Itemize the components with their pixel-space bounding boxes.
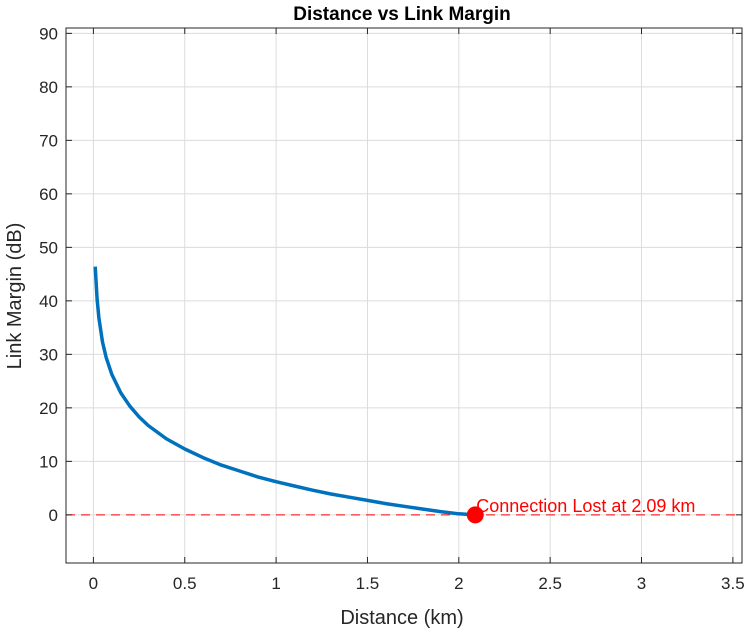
- y-tick-label: 90: [39, 24, 58, 43]
- x-tick-label: 1: [271, 574, 280, 593]
- y-axis-ticks: 0 10 20 30 40 50 60 70 80 90: [39, 24, 742, 525]
- x-tick-label: 0: [89, 574, 98, 593]
- y-tick-label: 20: [39, 399, 58, 418]
- x-axis-ticks: 0 0.5 1 1.5 2 2.5 3 3.5: [89, 28, 745, 593]
- y-tick-label: 10: [39, 452, 58, 471]
- y-tick-label: 0: [49, 506, 58, 525]
- y-tick-label: 60: [39, 185, 58, 204]
- plot-frame: [65, 27, 743, 564]
- y-axis-label: Link Margin (dB): [4, 223, 26, 370]
- connection-lost-annotation: Connection Lost at 2.09 km: [476, 496, 695, 516]
- connection-lost-marker: [466, 506, 484, 524]
- y-tick-label: 70: [39, 131, 58, 150]
- series-line: [93, 266, 476, 517]
- chart-title: Distance vs Link Margin: [293, 4, 511, 25]
- y-tick-label: 50: [39, 238, 58, 257]
- x-tick-label: 2: [454, 574, 463, 593]
- x-tick-label: 1.5: [356, 574, 380, 593]
- y-tick-label: 80: [39, 78, 58, 97]
- x-tick-label: 3.5: [721, 574, 745, 593]
- x-tick-label: 0.5: [173, 574, 197, 593]
- x-axis-label: Distance (km): [340, 607, 463, 629]
- x-tick-label: 2.5: [538, 574, 562, 593]
- x-tick-label: 3: [637, 574, 646, 593]
- y-tick-label: 30: [39, 345, 58, 364]
- y-tick-label: 40: [39, 292, 58, 311]
- grid: [66, 28, 742, 563]
